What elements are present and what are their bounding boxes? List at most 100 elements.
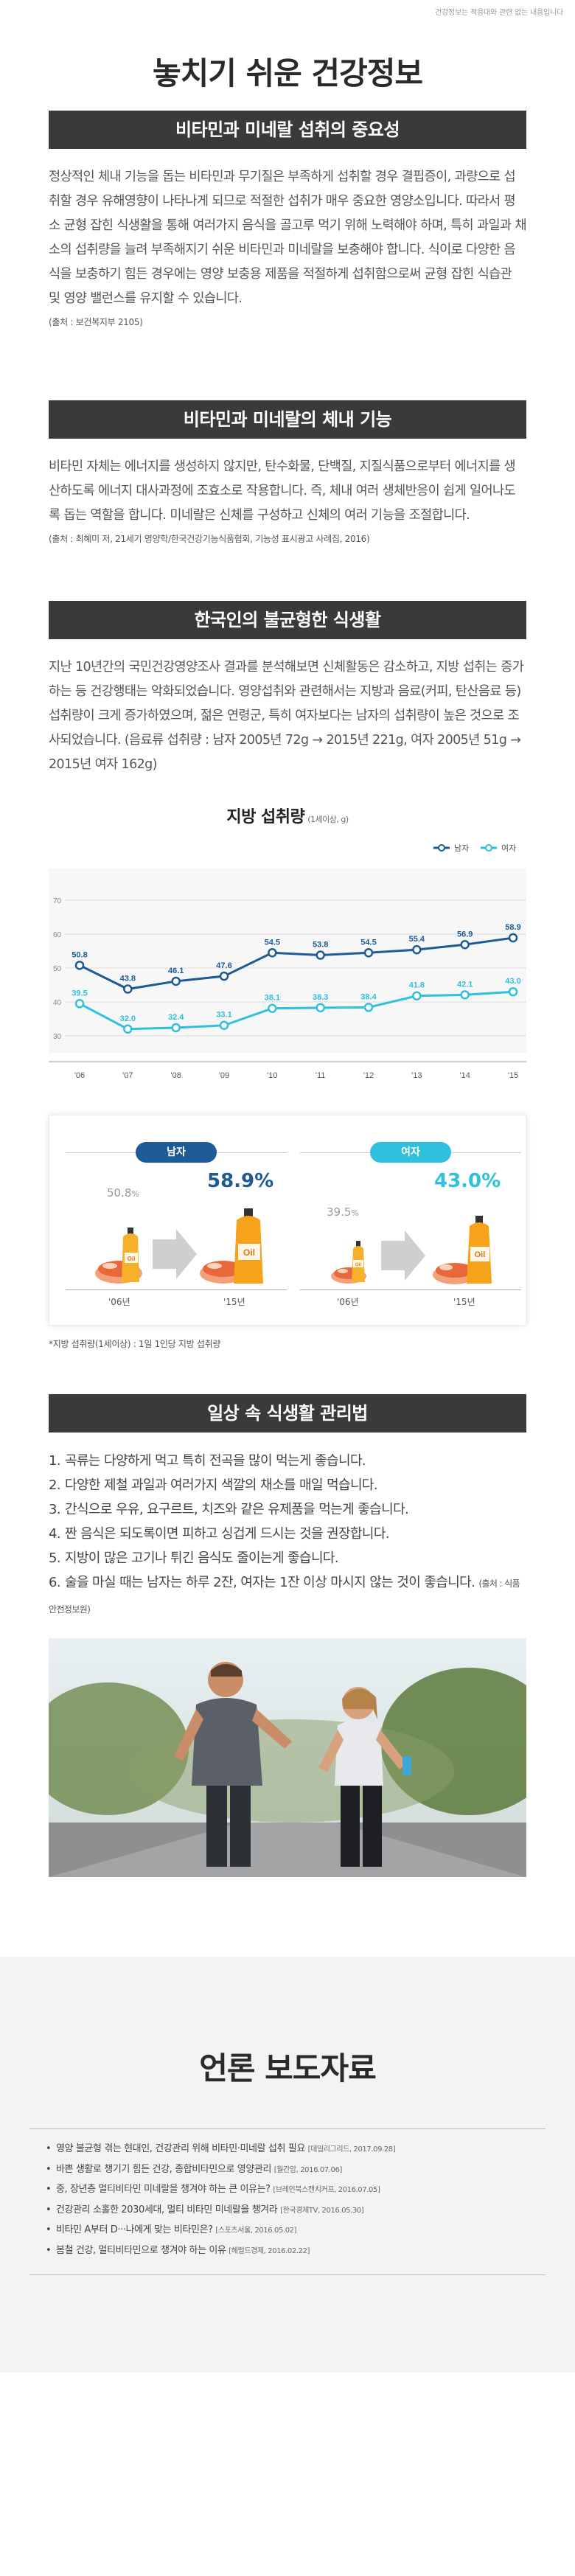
x-tick-label: '09 xyxy=(219,1071,229,1080)
tip-number: 2. xyxy=(49,1477,61,1493)
press-source: [월간암, 2016.07.06] xyxy=(273,2165,343,2174)
meat-icon xyxy=(433,1263,477,1284)
tip-item: 3. 간식으로 우유, 요구르트, 치즈와 같은 유제품을 먹는게 좋습니다. xyxy=(49,1497,526,1522)
data-point xyxy=(171,976,181,986)
oil-bottle-icon: Oil xyxy=(234,1208,263,1284)
press-item[interactable]: 비타민 A부터 D···나에게 맞는 비타민은? [스포츠서울, 2016.05… xyxy=(46,2221,531,2241)
tip-source: (출처 : 식품안전정보원) xyxy=(49,1578,520,1615)
press-section: 언론 보도자료 영양 불균형 겪는 현대인, 건강관리 위해 비타민·미네랄 섭… xyxy=(0,1957,575,2373)
tip-number: 3. xyxy=(49,1502,61,1517)
data-label: 58.9 xyxy=(505,923,520,932)
press-headline[interactable]: 중, 장년층 멀티비타민 미네랄을 챙겨야 하는 큰 이유는? xyxy=(56,2184,271,2195)
svg-text:Oil: Oil xyxy=(475,1250,486,1259)
press-item[interactable]: 바쁜 생활로 챙기기 힘든 건강, 종합비타민으로 영양관리 [월간암, 201… xyxy=(46,2160,531,2181)
baseline xyxy=(66,1289,287,1290)
source-note: (출처 : 보건복지부 2105) xyxy=(49,317,143,327)
press-item[interactable]: 영양 불균형 겪는 현대인, 건강관리 위해 비타민·미네랄 섭취 필요 [데일… xyxy=(46,2140,531,2160)
male-comparison: 남자 50.8% 58.9% Oil xyxy=(66,1142,287,1312)
data-label: 50.8 xyxy=(72,950,87,959)
year-after: '15년 xyxy=(453,1297,475,1307)
data-label: 43.8 xyxy=(120,975,136,984)
oil-bottle-icon: Oil xyxy=(122,1228,139,1282)
male-illustration: Oil Oil xyxy=(95,1208,263,1284)
press-headline[interactable]: 봄철 건강, 멀티비타민으로 챙겨야 하는 이유 xyxy=(56,2244,226,2256)
tip-text: 간식으로 우유, 요구르트, 치즈와 같은 유제품을 먹는게 좋습니다. xyxy=(65,1502,409,1517)
data-point xyxy=(363,948,374,958)
series-line xyxy=(79,990,514,1031)
oil-bottle-icon: Oil xyxy=(467,1216,492,1284)
data-point xyxy=(219,1020,229,1030)
y-tick-label: 60 xyxy=(53,931,62,939)
press-source: [한국경제TV, 2016.05.30] xyxy=(280,2206,364,2215)
page-title: 놓치기 쉬운 건강정보 xyxy=(152,55,423,91)
press-headline[interactable]: 바쁜 생활로 챙기기 힘든 건강, 종합비타민으로 영양관리 xyxy=(56,2163,272,2175)
section-paragraph: 비타민 자체는 에너지를 생성하지 않지만, 탄수화물, 단백질, 지질식품으로… xyxy=(49,459,516,523)
x-tick-label: '07 xyxy=(122,1071,133,1080)
section-header: 한국인의 불균형한 식생활 xyxy=(49,601,526,639)
section-tips: 일상 속 식생활 관리법 1. 곡류는 다양하게 먹고 특히 전곡을 많이 먹는게… xyxy=(0,1394,575,1877)
press-item[interactable]: 건강관리 소홀한 2030세대, 멀티 비타민 미네랄을 챙겨라 [한국경제TV… xyxy=(46,2201,531,2221)
data-point xyxy=(363,1003,374,1012)
female-pill: 여자 xyxy=(370,1142,451,1163)
press-headline[interactable]: 건강관리 소홀한 2030세대, 멀티 비타민 미네랄을 챙겨라 xyxy=(56,2204,278,2215)
x-tick-label: '15 xyxy=(508,1071,518,1080)
data-point xyxy=(74,961,85,970)
data-point xyxy=(268,1003,277,1013)
male-before-value: 50.8% xyxy=(107,1186,139,1200)
data-label: 53.8 xyxy=(313,941,328,950)
press-source: [브레인북스캔치커프, 2016.07.05] xyxy=(273,2186,380,2194)
chart-subtitle: (1세이상, g) xyxy=(307,815,349,824)
section-paragraph: 정상적인 체내 기능을 돕는 비타민과 무기질은 부족하게 섭취할 경우 결핍증… xyxy=(49,170,527,306)
x-tick-label: '13 xyxy=(411,1071,422,1080)
chart-footnote: *지방 섭취량(1세이상) : 1일 1인당 지방 섭취량 xyxy=(49,1339,221,1349)
data-point xyxy=(412,991,422,1000)
female-after-value: 43.0% xyxy=(434,1170,501,1192)
data-label: 43.0 xyxy=(505,977,520,986)
press-title: 언론 보도자료 xyxy=(199,2050,376,2086)
data-point xyxy=(412,944,422,955)
tip-number: 4. xyxy=(49,1526,61,1542)
tip-text: 술을 마실 때는 남자는 하루 2잔, 여자는 1잔 이상 마시지 않는 것이 … xyxy=(65,1575,475,1590)
running-couple-photo xyxy=(49,1638,526,1877)
data-point xyxy=(219,971,229,981)
press-headline[interactable]: 비타민 A부터 D···나에게 맞는 비타민은? xyxy=(56,2224,213,2235)
year-before: '06년 xyxy=(337,1297,359,1307)
tip-number: 6. xyxy=(49,1575,61,1590)
press-list: 영양 불균형 겪는 현대인, 건강관리 위해 비타민·미네랄 섭취 필요 [데일… xyxy=(29,2128,546,2275)
data-label: 38.1 xyxy=(265,994,280,1003)
tip-number: 1. xyxy=(49,1453,61,1469)
legend-marker xyxy=(485,844,492,852)
x-tick-label: '11 xyxy=(316,1071,326,1080)
data-point xyxy=(268,948,277,958)
section-importance: 비타민과 미네랄 섭취의 중요성 정상적인 체내 기능을 돕는 비타민과 무기질… xyxy=(0,111,575,328)
tip-number: 5. xyxy=(49,1550,61,1566)
legend-marker xyxy=(438,844,445,852)
data-label: 32.4 xyxy=(168,1013,184,1022)
photo-illustration xyxy=(49,1638,526,1877)
press-item[interactable]: 중, 장년층 멀티비타민 미네랄을 챙겨야 하는 큰 이유는? [브레인북스캔치… xyxy=(46,2180,531,2201)
female-before-value: 39.5% xyxy=(327,1205,359,1219)
series-line xyxy=(79,936,514,991)
svg-text:Oil: Oil xyxy=(128,1256,136,1262)
press-headline[interactable]: 영양 불균형 겪는 현대인, 건강관리 위해 비타민·미네랄 섭취 필요 xyxy=(56,2143,305,2154)
arrow-right-icon xyxy=(153,1229,197,1279)
svg-text:Oil: Oil xyxy=(243,1247,255,1258)
data-point xyxy=(508,986,518,997)
x-tick-label: '14 xyxy=(459,1071,470,1080)
data-point xyxy=(171,1023,181,1033)
disclaimer: 건강정보는 적용대와 관련 없는 내용입니다 xyxy=(435,9,563,17)
tip-item: 2. 다양한 제철 과일과 여러가지 색깔의 채소를 매일 먹습니다. xyxy=(49,1473,526,1497)
data-point xyxy=(123,984,133,994)
press-source: [데일리그리드, 2017.09.28] xyxy=(307,2145,396,2154)
source-note: (출처 : 최혜미 저, 21세기 영양학/한국건강기능식품협회, 기능성 표시… xyxy=(49,534,370,544)
section-diet: 한국인의 불균형한 식생활 지난 10년간의 국민건강영양조사 결과를 분석해보… xyxy=(0,601,575,1350)
year-before: '06년 xyxy=(108,1297,130,1307)
y-tick-label: 30 xyxy=(53,1033,62,1041)
data-label: 39.5 xyxy=(72,989,87,998)
tip-text: 다양한 제철 과일과 여러가지 색깔의 채소를 매일 먹습니다. xyxy=(65,1477,378,1493)
data-label: 54.5 xyxy=(360,938,376,947)
data-label: 38.4 xyxy=(360,992,377,1001)
data-label: 56.9 xyxy=(457,930,473,939)
press-item[interactable]: 봄철 건강, 멀티비타민으로 챙겨야 하는 이유 [헤럴드경제, 2016.02… xyxy=(46,2241,531,2262)
data-label: 38.3 xyxy=(313,993,328,1002)
